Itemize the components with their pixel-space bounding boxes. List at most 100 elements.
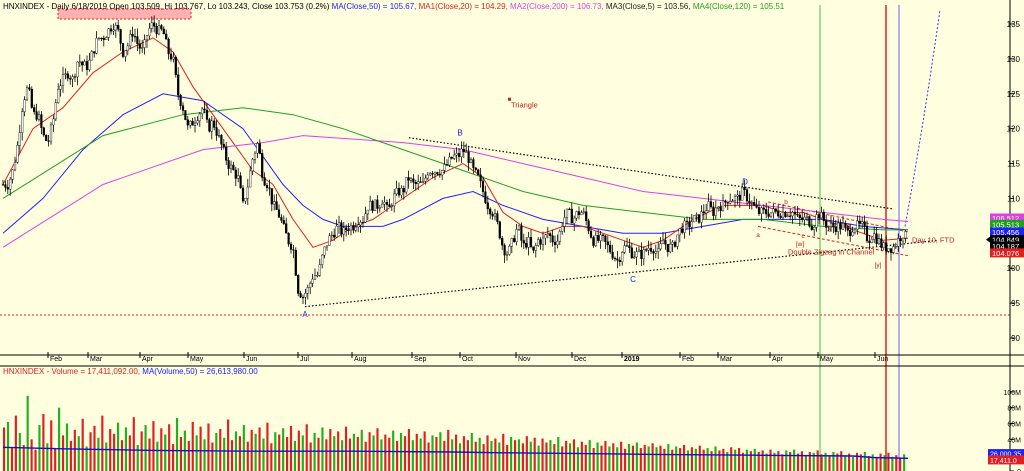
candle-body	[573, 217, 576, 224]
ma-line-3	[2, 107, 908, 231]
candle-body	[184, 110, 187, 120]
candle-body	[717, 206, 720, 209]
volume-bar-192	[757, 452, 760, 471]
candle-body	[61, 74, 65, 86]
candle-body	[141, 47, 144, 49]
candle-body	[268, 187, 271, 189]
candle-body	[265, 185, 269, 188]
candle-body	[894, 246, 897, 248]
candle-body	[433, 172, 437, 175]
volume-bar-63	[250, 429, 253, 471]
candle-body	[402, 187, 405, 193]
candle-body	[669, 244, 672, 252]
annotation-2: C	[630, 275, 636, 284]
candle-body	[815, 214, 818, 228]
volume-bar-68	[270, 443, 273, 471]
volume-bar-41	[164, 434, 167, 471]
volume-bar-125	[494, 438, 497, 471]
y-tick-label-4: 110	[1007, 194, 1020, 203]
candle-body	[405, 177, 408, 193]
volume-bar-173	[682, 444, 686, 471]
volume-bar-64	[254, 433, 257, 471]
volume-tag-bg-1	[988, 455, 1024, 465]
volume-bar-53	[211, 442, 214, 471]
candle-body	[762, 207, 765, 210]
candle-body	[457, 153, 461, 157]
candle-body	[844, 223, 847, 227]
triangle-upper-line	[408, 137, 894, 210]
candle-body	[129, 34, 132, 47]
candle-body	[551, 235, 554, 243]
volume-bar-124	[490, 440, 493, 471]
x-tick-label-0: Feb	[50, 356, 62, 363]
channel-lower-line	[757, 225, 909, 257]
price-header-prefix: HNXINDEX - Daily 6/18/2019 Open 103.509,…	[3, 2, 330, 11]
candle-body	[709, 201, 713, 208]
candle-body	[503, 244, 506, 256]
candle-body	[335, 225, 338, 238]
candle-body	[309, 283, 312, 288]
candle-body	[249, 170, 252, 188]
candle-body	[381, 203, 384, 208]
candle-body	[313, 275, 317, 280]
candle-body	[880, 238, 883, 248]
candle-body	[239, 175, 242, 189]
volume-bar-66	[262, 438, 265, 471]
candle-body	[208, 119, 211, 132]
candle-body	[1, 184, 5, 186]
price-tag-4: 104.187	[992, 242, 1019, 251]
candle-body	[774, 208, 777, 212]
volume-bar-205	[808, 452, 811, 471]
candle-body	[793, 212, 797, 215]
volume-tick-label-2: 60M	[1007, 422, 1021, 429]
volume-bar-102	[403, 436, 407, 471]
candle-body	[71, 76, 74, 80]
volume-bar-152	[600, 445, 603, 471]
x-tick-label-16: Jun	[877, 356, 888, 363]
last-price-arrow	[986, 236, 990, 243]
volume-bar-229	[903, 454, 906, 471]
candle-body	[565, 208, 569, 218]
candle-body	[853, 229, 857, 233]
volume-bar-15	[61, 435, 65, 471]
volume-bar-219	[863, 452, 866, 471]
volume-bar-61	[242, 425, 245, 471]
price-tag-bg-2	[990, 227, 1024, 237]
candle-body	[513, 238, 516, 242]
candle-body	[93, 51, 96, 54]
candle-body	[299, 293, 302, 298]
volume-bar-118	[466, 440, 469, 471]
volume-bar-183	[722, 448, 725, 471]
candle-body	[112, 29, 115, 32]
volume-bars	[3, 395, 906, 471]
candle-body	[539, 239, 542, 245]
volume-bar-44	[175, 417, 179, 471]
candle-body	[479, 174, 482, 182]
volume-bar-198	[781, 454, 784, 471]
candle-body	[393, 193, 396, 207]
candle-body	[304, 293, 307, 298]
wave-label-5: b	[846, 223, 850, 230]
candle-body	[657, 248, 660, 252]
volume-bar-7	[30, 439, 33, 471]
volume-bar-77	[305, 424, 308, 471]
candle-body	[301, 296, 305, 299]
x-tick-label-12: Feb	[682, 356, 694, 363]
candle-body	[733, 196, 737, 201]
volume-bar-227	[895, 455, 898, 471]
candle-body	[601, 234, 605, 236]
candle-body	[333, 234, 336, 238]
candle-body	[813, 227, 816, 230]
x-tick-label-3: May	[190, 356, 204, 363]
volume-bar-73	[289, 425, 293, 471]
candle-body	[189, 120, 192, 126]
candle-body	[798, 214, 801, 218]
candle-body	[858, 220, 861, 224]
volume-bar-97	[384, 434, 387, 471]
candle-body	[121, 43, 125, 57]
volume-bar-179	[706, 448, 709, 471]
volume-bar-95	[376, 428, 379, 471]
candle-body	[11, 169, 14, 180]
candle-body	[467, 151, 470, 163]
